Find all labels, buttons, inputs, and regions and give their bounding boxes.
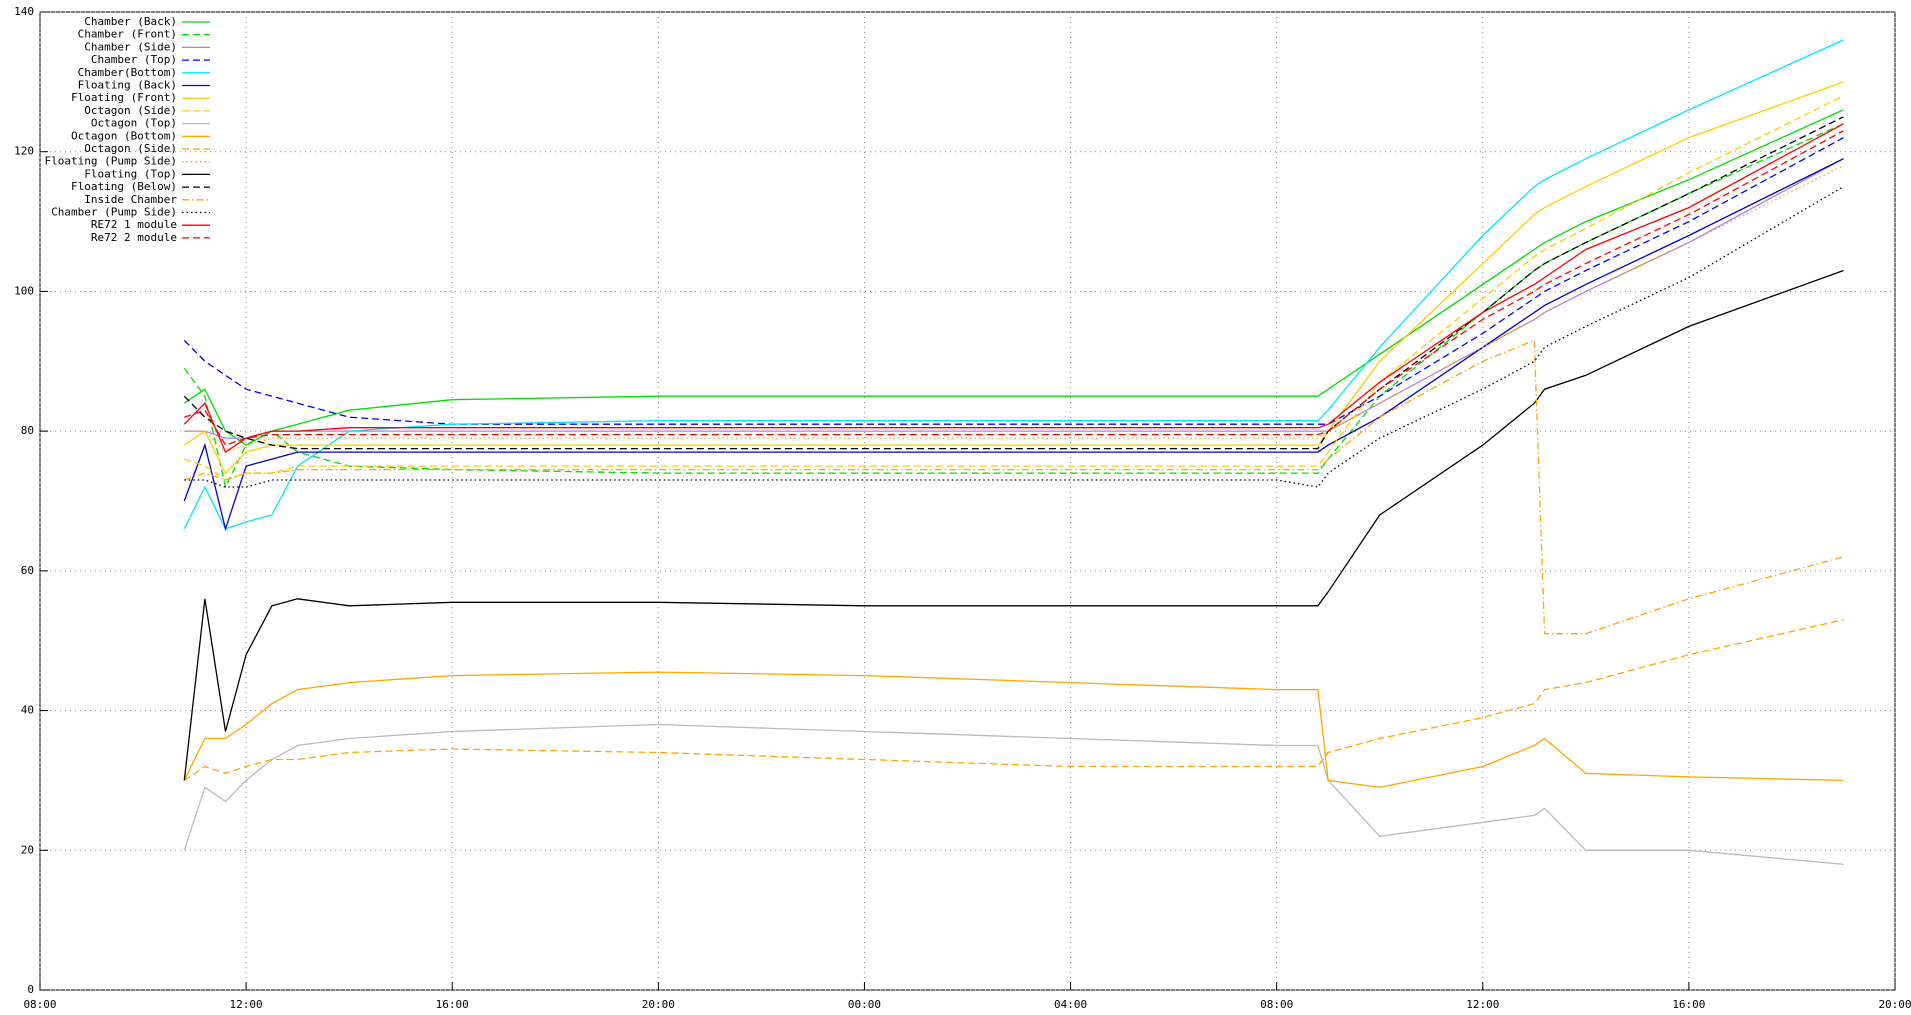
axes: 0 20 40 60 80 100 120 140 08:00 12:00 16:00 20:00 00… <box>14 5 1911 1011</box>
x-tick-label: 20:00 <box>642 998 675 1011</box>
legend-label: Chamber (Back) <box>84 15 177 28</box>
series-line <box>183 269 1844 781</box>
x-tick-label: 00:00 <box>848 998 881 1011</box>
y-tick-label: 60 <box>21 564 34 577</box>
legend-label: Octagon (Side) <box>84 104 177 117</box>
lines <box>183 39 1844 865</box>
x-tick-label: 12:00 <box>1466 998 1499 1011</box>
series-line <box>183 158 1844 532</box>
series-line <box>183 619 1844 781</box>
y-tick-label: 100 <box>14 284 34 297</box>
x-tick-label: 20:00 <box>1878 998 1911 1011</box>
x-tick-label: 12:00 <box>230 998 263 1011</box>
x-tick-label: 08:00 <box>1260 998 1293 1011</box>
series-line <box>183 116 1844 450</box>
y-tick-label: 140 <box>14 5 34 18</box>
y-tick-label: 120 <box>14 145 34 158</box>
series-line <box>184 130 1844 446</box>
legend-label: Chamber(Bottom) <box>78 66 177 79</box>
series-line <box>183 39 1844 530</box>
x-tick-label: 08:00 <box>23 998 56 1011</box>
y-tick-label: 80 <box>21 424 34 437</box>
legend-label: Chamber (Front) <box>78 28 177 41</box>
legend-label: Floating (Below) <box>71 180 177 193</box>
series-line <box>183 81 1844 475</box>
legend: Chamber (Back)Chamber (Front)Chamber (Si… <box>45 15 210 244</box>
y-tick-label: 40 <box>21 704 34 717</box>
x-tick-label: 16:00 <box>1672 998 1705 1011</box>
x-tick-label: 04:00 <box>1054 998 1087 1011</box>
y-tick-label: 20 <box>21 843 34 856</box>
legend-label: Floating (Top) <box>84 167 177 180</box>
y-tick-label: 0 <box>27 983 34 996</box>
series-line <box>184 339 1844 635</box>
legend-label: Re72 2 module <box>91 231 177 244</box>
series-line <box>183 723 1844 865</box>
series-line <box>183 123 1844 454</box>
legend-label: Inside Chamber <box>84 193 177 206</box>
legend-label: Chamber (Side) <box>84 40 177 53</box>
grid <box>39 11 1896 991</box>
legend-label: Octagon (Bottom) <box>71 129 177 142</box>
plot-frame <box>39 11 1896 991</box>
series-line <box>183 671 1844 789</box>
series-line <box>184 165 1844 453</box>
x-tick-label: 16:00 <box>436 998 469 1011</box>
series-line <box>184 186 1844 488</box>
series-line <box>184 95 1844 481</box>
series-line <box>183 109 1844 446</box>
legend-label: RE72 1 module <box>91 218 177 231</box>
series-line <box>183 123 1844 489</box>
legend-label: Octagon (Top) <box>91 117 177 130</box>
series-line <box>183 137 1844 425</box>
legend-label: Floating (Pump Side) <box>45 155 177 168</box>
legend-label: Floating (Back) <box>78 79 177 92</box>
legend-label: Floating (Front) <box>71 91 177 104</box>
legend-label: Chamber (Pump Side) <box>51 206 177 219</box>
legend-label: Octagon (Side) <box>84 142 177 155</box>
legend-label: Chamber (Top) <box>91 53 177 66</box>
